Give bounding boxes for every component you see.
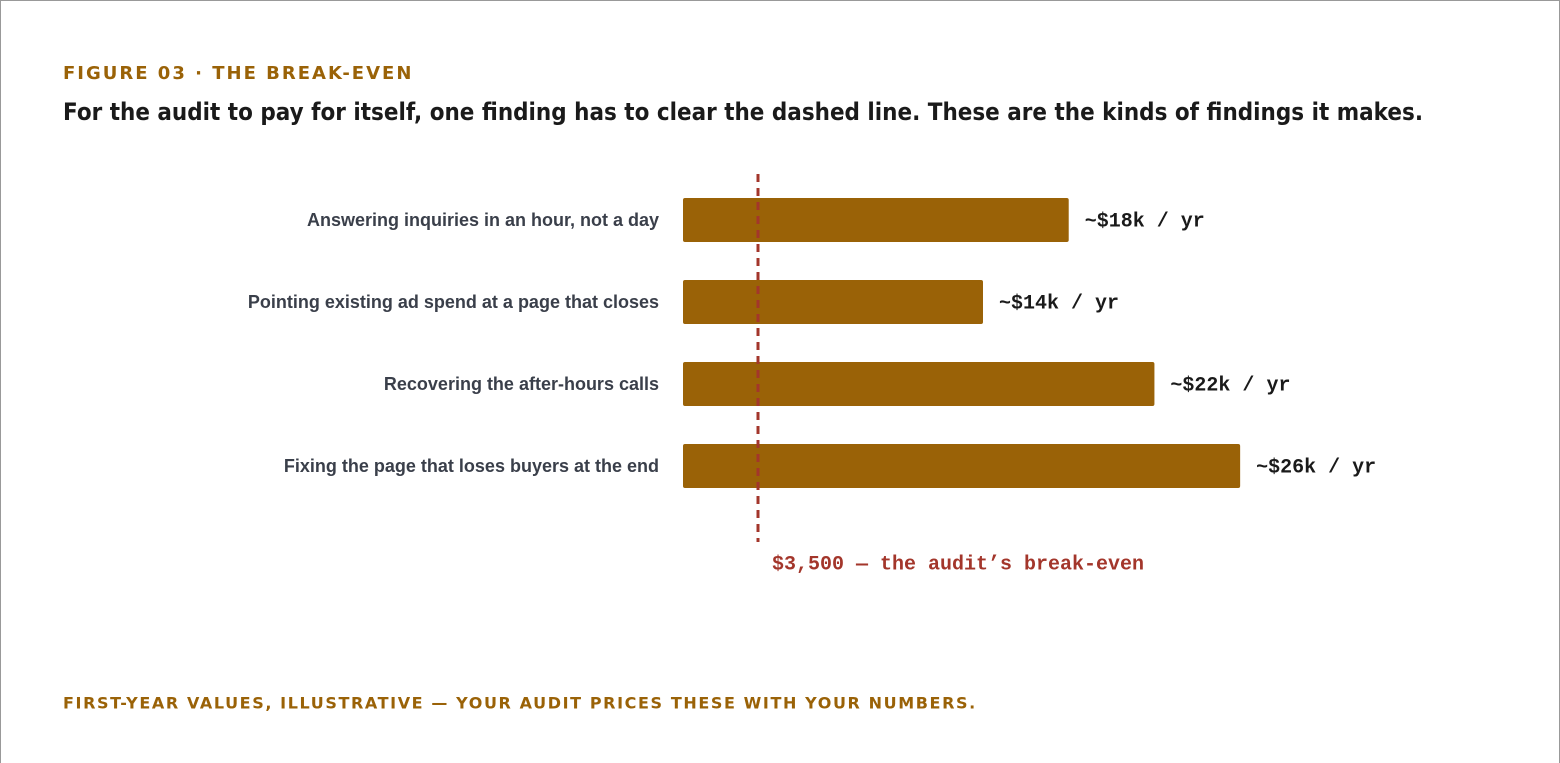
footnote: FIRST-YEAR VALUES, ILLUSTRATIVE — YOUR A…	[63, 694, 977, 713]
value-label: ~$22k / yr	[1170, 374, 1290, 397]
category-label: Fixing the page that loses buyers at the…	[284, 456, 659, 476]
value-label: ~$18k / yr	[1085, 210, 1205, 233]
bar	[683, 198, 1069, 242]
bar	[683, 362, 1155, 406]
chart-title: For the audit to pay for itself, one fin…	[63, 98, 1423, 126]
category-label: Pointing existing ad spend at a page tha…	[248, 292, 659, 312]
kicker: FIGURE 03 · THE BREAK-EVEN	[63, 63, 413, 84]
bar	[683, 444, 1241, 488]
bar	[683, 280, 983, 324]
value-label: ~$26k / yr	[1256, 456, 1376, 479]
value-label: ~$14k / yr	[999, 292, 1119, 315]
break-even-label: $3,500 — the audit’s break-even	[772, 553, 1144, 576]
category-label: Recovering the after-hours calls	[384, 374, 659, 394]
category-label: Answering inquiries in an hour, not a da…	[307, 210, 659, 230]
